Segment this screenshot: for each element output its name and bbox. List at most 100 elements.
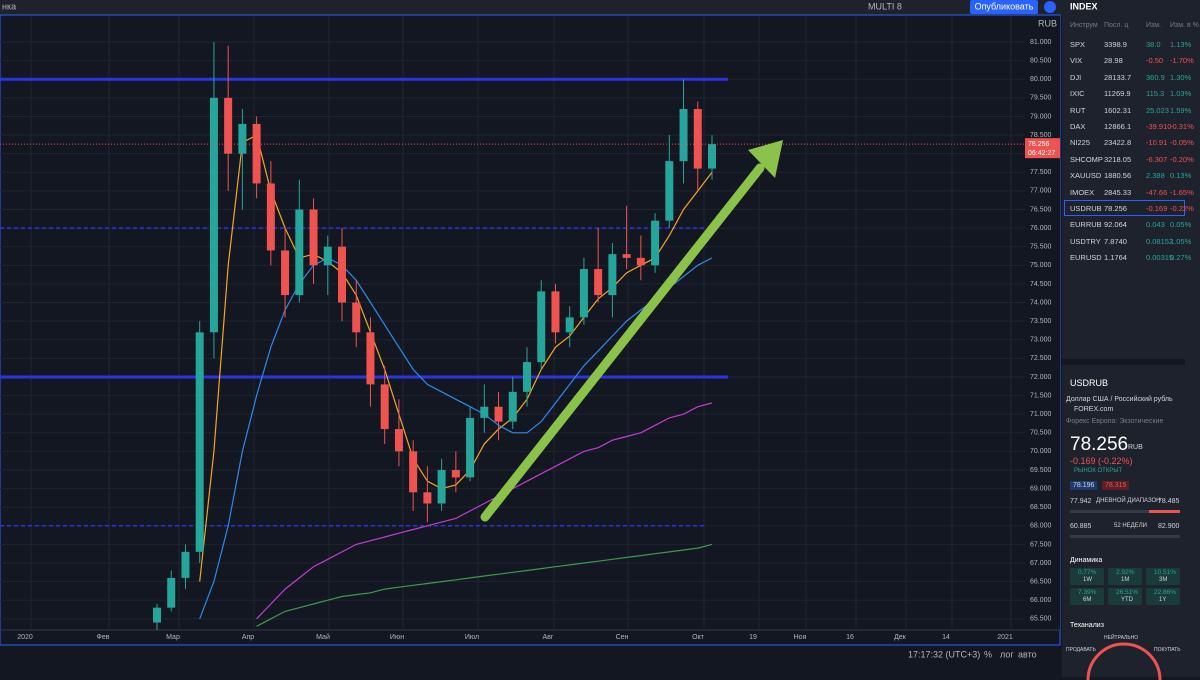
perf-period: 3M [1159, 577, 1168, 583]
perf-value: 0.77% [1078, 569, 1097, 576]
watchlist-title[interactable]: INDEX [1070, 1, 1098, 11]
log-toggle[interactable]: лог [1000, 649, 1014, 659]
y-tick-label: 71.500 [1030, 392, 1052, 399]
row-symbol[interactable]: VIX [1070, 56, 1083, 66]
gauge-arc [1086, 642, 1162, 680]
perf-cell [1108, 568, 1142, 585]
candle-body [323, 246, 332, 266]
row-value: -0.169 [1146, 204, 1168, 213]
currency-label: RUB [1038, 18, 1057, 28]
publish-button[interactable] [970, 0, 1038, 14]
countdown: 06:42:27 [1028, 150, 1055, 157]
y-tick-label: 73.500 [1030, 318, 1052, 325]
perf-period: 6M [1083, 597, 1092, 603]
candle-body [594, 269, 603, 296]
perf-value: 26.51% [1116, 589, 1139, 596]
perf-cell [1108, 588, 1142, 605]
row-symbol[interactable]: USDRUB [1070, 204, 1102, 213]
detail-status: РЫНОК ОТКРЫТ [1074, 468, 1123, 474]
y-tick-label: 72.000 [1030, 374, 1052, 381]
layout-name[interactable]: MULTI 8 [868, 1, 902, 11]
row-symbol[interactable]: DJI [1070, 72, 1082, 82]
candle-body [209, 97, 218, 333]
candle-body [551, 291, 560, 333]
y-tick-label: 81.000 [1030, 39, 1052, 46]
candle-body [409, 451, 418, 493]
row-symbol[interactable]: XAUUSD [1070, 171, 1102, 181]
row-symbol[interactable]: DAX [1070, 122, 1086, 131]
candle-body [394, 429, 403, 452]
x-tick-label: 14 [942, 634, 950, 641]
row-symbol[interactable]: USDTRY [1070, 236, 1101, 246]
column-header: Изм. в % [1170, 22, 1199, 29]
day-high: 78.485 [1158, 498, 1180, 505]
x-tick-label: Сен [616, 634, 629, 641]
y-tick-label: 70.000 [1030, 448, 1052, 455]
play-button[interactable] [1044, 1, 1056, 13]
y-tick-label: 68.000 [1030, 523, 1052, 530]
perf-cell [1146, 568, 1180, 585]
y-tick-label: 66.500 [1030, 578, 1052, 585]
column-header: Посл. ц [1104, 22, 1129, 29]
x-tick-label: 16 [846, 634, 854, 641]
row-value: 0.13% [1170, 171, 1192, 181]
row-value: 0.05% [1170, 220, 1192, 230]
detail-name: Доллар США / Российский рубль [1066, 396, 1173, 403]
row-value: 1602.31 [1104, 105, 1132, 115]
row-symbol[interactable]: IXIC [1070, 89, 1085, 99]
candle-body [252, 123, 261, 184]
perf-value: 7.39% [1078, 589, 1097, 596]
year-low: 60.885 [1070, 523, 1092, 530]
row-value: 7.8740 [1104, 236, 1127, 246]
last-price-label: 78.256 [1028, 141, 1050, 148]
year-range: 52 НЕДЕЛИ [1114, 523, 1147, 529]
price-axis [1025, 16, 1060, 630]
x-tick-label: Июн [390, 634, 404, 641]
perf-period: 1W [1083, 577, 1092, 583]
day-range-bar [1070, 510, 1180, 513]
x-tick-label: Авг [543, 634, 554, 641]
selected-row[interactable] [1064, 200, 1185, 216]
year-range-bar [1070, 535, 1180, 538]
auto-toggle[interactable]: авто [1018, 649, 1037, 659]
row-value: 1.30% [1170, 72, 1192, 82]
detail-currency: RUB [1128, 444, 1143, 451]
perf-cell [1070, 588, 1104, 605]
row-value: 1.03% [1170, 89, 1192, 99]
perf-cell [1146, 588, 1180, 605]
row-value: 0.00315 [1146, 253, 1174, 263]
row-symbol[interactable]: SPX [1070, 40, 1086, 49]
y-tick-label: 70.500 [1030, 430, 1052, 437]
trend-arrow [480, 140, 783, 522]
row-value: -39.910 [1146, 122, 1172, 131]
row-symbol[interactable]: SHCOMP [1070, 154, 1103, 164]
row-symbol[interactable]: EURRUB [1070, 220, 1102, 230]
row-symbol[interactable]: IMOEX [1070, 187, 1095, 197]
row-value: 0.08152 [1146, 236, 1174, 246]
y-tick-label: 77.500 [1030, 169, 1052, 176]
y-tick-label: 80.000 [1030, 76, 1052, 83]
row-value: 0.27% [1170, 253, 1192, 263]
y-tick-label: 78.500 [1030, 132, 1052, 139]
row-value: -1.65% [1170, 187, 1194, 197]
y-tick-label: 75.000 [1030, 262, 1052, 269]
row-value: -10.91 [1146, 138, 1168, 148]
plot-area [0, 16, 1025, 630]
row-value: 11269.9 [1104, 89, 1131, 99]
day-low: 77.942 [1070, 498, 1092, 505]
row-symbol[interactable]: RUT [1070, 105, 1086, 115]
row-value: 115.3 [1146, 89, 1165, 99]
x-tick-label: 19 [749, 634, 757, 641]
y-tick-label: 77.000 [1030, 188, 1052, 195]
row-value: 2845.33 [1104, 187, 1132, 197]
row-symbol[interactable]: EURUSD [1070, 253, 1102, 263]
candle-body [167, 577, 176, 608]
top-toolbar [0, 0, 1062, 15]
percent-toggle[interactable]: % [984, 649, 992, 659]
row-symbol[interactable]: NI225 [1070, 138, 1091, 148]
perf-cell [1070, 568, 1104, 585]
candle-body [366, 332, 375, 385]
arrow-shaft [480, 163, 765, 522]
row-value: -1.70% [1170, 56, 1194, 66]
